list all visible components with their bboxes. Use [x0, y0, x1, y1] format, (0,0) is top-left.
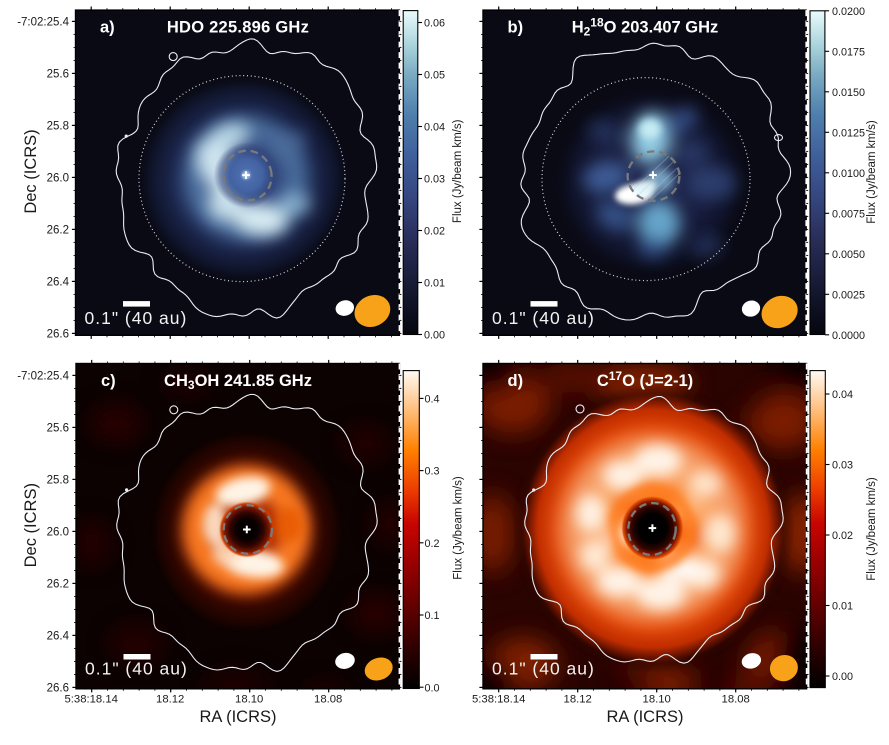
svg-text:25.6: 25.6 [47, 69, 69, 81]
svg-text:a): a) [100, 18, 115, 36]
svg-text:26.2: 26.2 [47, 579, 69, 591]
svg-text:5:38:18.14: 5:38:18.14 [64, 694, 117, 706]
svg-text:26.6: 26.6 [47, 683, 69, 695]
svg-text:0.0000: 0.0000 [832, 330, 865, 342]
svg-text:25.6: 25.6 [47, 423, 69, 435]
svg-text:0.1" (40 au): 0.1" (40 au) [85, 308, 188, 328]
svg-text:0.3: 0.3 [425, 466, 440, 478]
svg-text:d): d) [508, 372, 524, 390]
svg-text:RA (ICRS): RA (ICRS) [199, 708, 276, 726]
svg-text:HDO 225.896 GHz: HDO 225.896 GHz [167, 18, 309, 36]
svg-text:-7:02:25.4: -7:02:25.4 [17, 371, 69, 383]
svg-text:Dec (ICRS): Dec (ICRS) [22, 129, 40, 213]
svg-text:0.0100: 0.0100 [832, 168, 865, 180]
svg-text:18.12: 18.12 [156, 694, 184, 706]
svg-text:Dec (ICRS): Dec (ICRS) [22, 483, 40, 567]
svg-text:0.00: 0.00 [832, 671, 853, 683]
svg-text:0.1" (40 au): 0.1" (40 au) [85, 659, 188, 679]
svg-text:0.00: 0.00 [424, 330, 445, 342]
svg-text:0.0150: 0.0150 [832, 87, 865, 99]
svg-text:Flux (Jy/beam km/s): Flux (Jy/beam km/s) [866, 477, 878, 581]
svg-text:0.02: 0.02 [424, 226, 445, 238]
svg-text:Flux (Jy/beam km/s): Flux (Jy/beam km/s) [866, 120, 878, 224]
svg-text:0.0050: 0.0050 [832, 249, 865, 261]
svg-text:b): b) [508, 18, 524, 36]
svg-text:0.06: 0.06 [424, 18, 445, 30]
svg-text:5:38:18.14: 5:38:18.14 [472, 694, 525, 706]
svg-text:0.0175: 0.0175 [832, 46, 865, 58]
svg-text:26.6: 26.6 [47, 329, 69, 341]
svg-text:26.4: 26.4 [47, 277, 70, 289]
svg-text:0.4: 0.4 [425, 394, 440, 406]
svg-text:0.1" (40 au): 0.1" (40 au) [492, 308, 595, 328]
svg-text:0.0125: 0.0125 [832, 127, 865, 139]
svg-text:c): c) [101, 372, 116, 390]
svg-text:26.2: 26.2 [47, 225, 69, 237]
svg-text:26.0: 26.0 [47, 527, 69, 539]
svg-text:18.12: 18.12 [564, 694, 592, 706]
svg-text:0.0025: 0.0025 [832, 289, 865, 301]
svg-text:0.1: 0.1 [425, 610, 440, 622]
svg-text:26.0: 26.0 [47, 173, 69, 185]
svg-text:18.10: 18.10 [643, 694, 671, 706]
svg-text:18.08: 18.08 [314, 694, 342, 706]
svg-text:26.4: 26.4 [47, 631, 70, 643]
svg-text:25.8: 25.8 [47, 121, 69, 133]
svg-text:0.03: 0.03 [424, 174, 445, 186]
svg-text:0.0075: 0.0075 [832, 208, 865, 220]
svg-text:Flux (Jy/beam km/s): Flux (Jy/beam km/s) [453, 476, 465, 580]
svg-text:0.03: 0.03 [832, 460, 853, 472]
svg-text:0.05: 0.05 [424, 70, 445, 82]
svg-text:H218O 203.407 GHz: H218O 203.407 GHz [572, 15, 719, 38]
svg-text:0.04: 0.04 [832, 389, 853, 401]
svg-text:-7:02:25.4: -7:02:25.4 [17, 17, 69, 29]
svg-text:0.2: 0.2 [425, 538, 440, 550]
svg-text:0.1" (40 au): 0.1" (40 au) [492, 659, 595, 679]
svg-text:0.02: 0.02 [832, 530, 853, 542]
svg-text:CH3OH 241.85 GHz: CH3OH 241.85 GHz [164, 372, 312, 392]
svg-text:0.0200: 0.0200 [832, 6, 865, 18]
svg-text:18.08: 18.08 [722, 694, 750, 706]
svg-text:RA (ICRS): RA (ICRS) [606, 708, 683, 726]
svg-text:Flux (Jy/beam km/s): Flux (Jy/beam km/s) [452, 119, 464, 223]
svg-text:18.10: 18.10 [235, 694, 263, 706]
svg-text:25.8: 25.8 [47, 475, 69, 487]
svg-text:0.01: 0.01 [424, 278, 445, 290]
svg-text:0.0: 0.0 [425, 682, 440, 694]
svg-text:0.04: 0.04 [424, 122, 445, 134]
svg-text:0.01: 0.01 [832, 601, 853, 613]
